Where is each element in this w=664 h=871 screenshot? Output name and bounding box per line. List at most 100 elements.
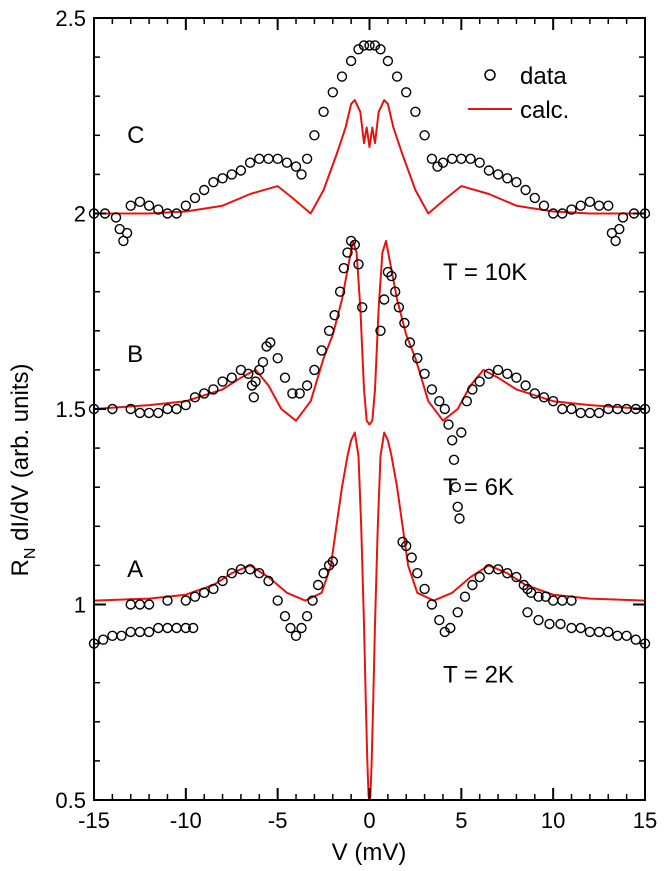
data-point (143, 407, 155, 419)
data-point (382, 55, 394, 67)
data-point (419, 130, 430, 141)
annotation-label: C (127, 122, 144, 149)
data-point (281, 157, 293, 168)
data-point (538, 200, 550, 211)
data-point (410, 106, 421, 118)
data-point (134, 599, 146, 610)
data-point (198, 388, 210, 399)
data-point (412, 568, 423, 579)
data-point (461, 396, 472, 407)
data-point (125, 200, 136, 211)
data-point (533, 614, 544, 626)
data-point (97, 634, 109, 645)
data-point (353, 259, 364, 270)
data-point (121, 227, 133, 239)
data-point (391, 71, 403, 82)
data-marker-group-4 (88, 235, 651, 524)
data-point (296, 622, 307, 634)
data-point (285, 622, 296, 634)
data-point (492, 564, 504, 575)
data-point (593, 407, 605, 419)
data-point (257, 356, 269, 368)
data-point (390, 286, 401, 297)
data-point (426, 599, 438, 610)
data-point (603, 200, 614, 211)
data-point (180, 595, 192, 606)
data-point (296, 169, 307, 180)
data-point (612, 403, 623, 415)
data-point (555, 618, 566, 630)
axes-layer (93, 17, 646, 801)
data-point (404, 337, 416, 348)
data-point (617, 212, 629, 223)
data-point (465, 153, 476, 165)
data-point (450, 482, 461, 493)
data-point (208, 384, 219, 395)
data-point (208, 583, 219, 595)
plot-frame (93, 17, 646, 801)
data-point (226, 169, 238, 180)
legend-data-marker (484, 69, 496, 81)
data-point (434, 396, 445, 407)
x-tick-label: 0 (363, 808, 375, 833)
data-point (272, 353, 283, 364)
data-point (180, 622, 192, 634)
data-point (171, 622, 182, 634)
data-point (502, 368, 513, 379)
data-point (575, 200, 586, 211)
data-point (557, 208, 568, 219)
data-point (301, 153, 313, 165)
data-point (502, 173, 513, 184)
data-point (426, 384, 438, 395)
data-point (143, 200, 155, 211)
data-point (548, 595, 559, 606)
x-tick-label: 10 (541, 808, 565, 833)
data-point (483, 165, 495, 176)
data-point (125, 626, 136, 638)
data-point (511, 372, 522, 383)
data-point (575, 407, 586, 419)
data-point (301, 380, 313, 391)
data-point (189, 591, 201, 602)
y-tick-label: 1.5 (55, 397, 86, 422)
annotation-label: T = 10K (443, 259, 527, 286)
data-point (614, 223, 625, 235)
data-point (399, 317, 410, 329)
data-point (529, 388, 540, 399)
annotation-label: T = 6K (443, 474, 514, 501)
data-point (419, 368, 430, 379)
data-marker-group-5 (88, 536, 651, 649)
data-point (621, 403, 632, 415)
data-point (180, 200, 192, 211)
data-point (143, 599, 155, 610)
annotation-layer: C B A T = 10K T = 6K T = 2K (127, 122, 527, 689)
data-point (162, 595, 173, 606)
data-point (459, 591, 471, 602)
data-point (153, 407, 164, 419)
data-point (593, 200, 605, 211)
data-point (318, 106, 329, 118)
data-point (448, 454, 460, 465)
data-point (401, 87, 412, 98)
data-point (511, 571, 522, 583)
data-point (445, 622, 456, 634)
y-tick-label: 2.5 (55, 6, 86, 31)
data-point (610, 235, 621, 247)
data-point (244, 564, 256, 575)
data-point (153, 204, 164, 215)
annotation-label: T = 2K (443, 662, 514, 689)
data-point (375, 325, 386, 336)
x-axis-title: V (mV) (332, 839, 407, 866)
data-point (162, 622, 173, 634)
data-point (603, 626, 614, 638)
data-point (349, 239, 360, 251)
legend: data calc. (468, 63, 569, 124)
data-point (364, 40, 375, 51)
annotation-label: B (127, 341, 143, 368)
data-point (584, 626, 596, 638)
series-layer (88, 40, 651, 801)
y-axis-title-subscript: N (22, 548, 39, 560)
data-point (452, 501, 463, 512)
data-point (379, 294, 390, 305)
data-point (243, 368, 254, 379)
